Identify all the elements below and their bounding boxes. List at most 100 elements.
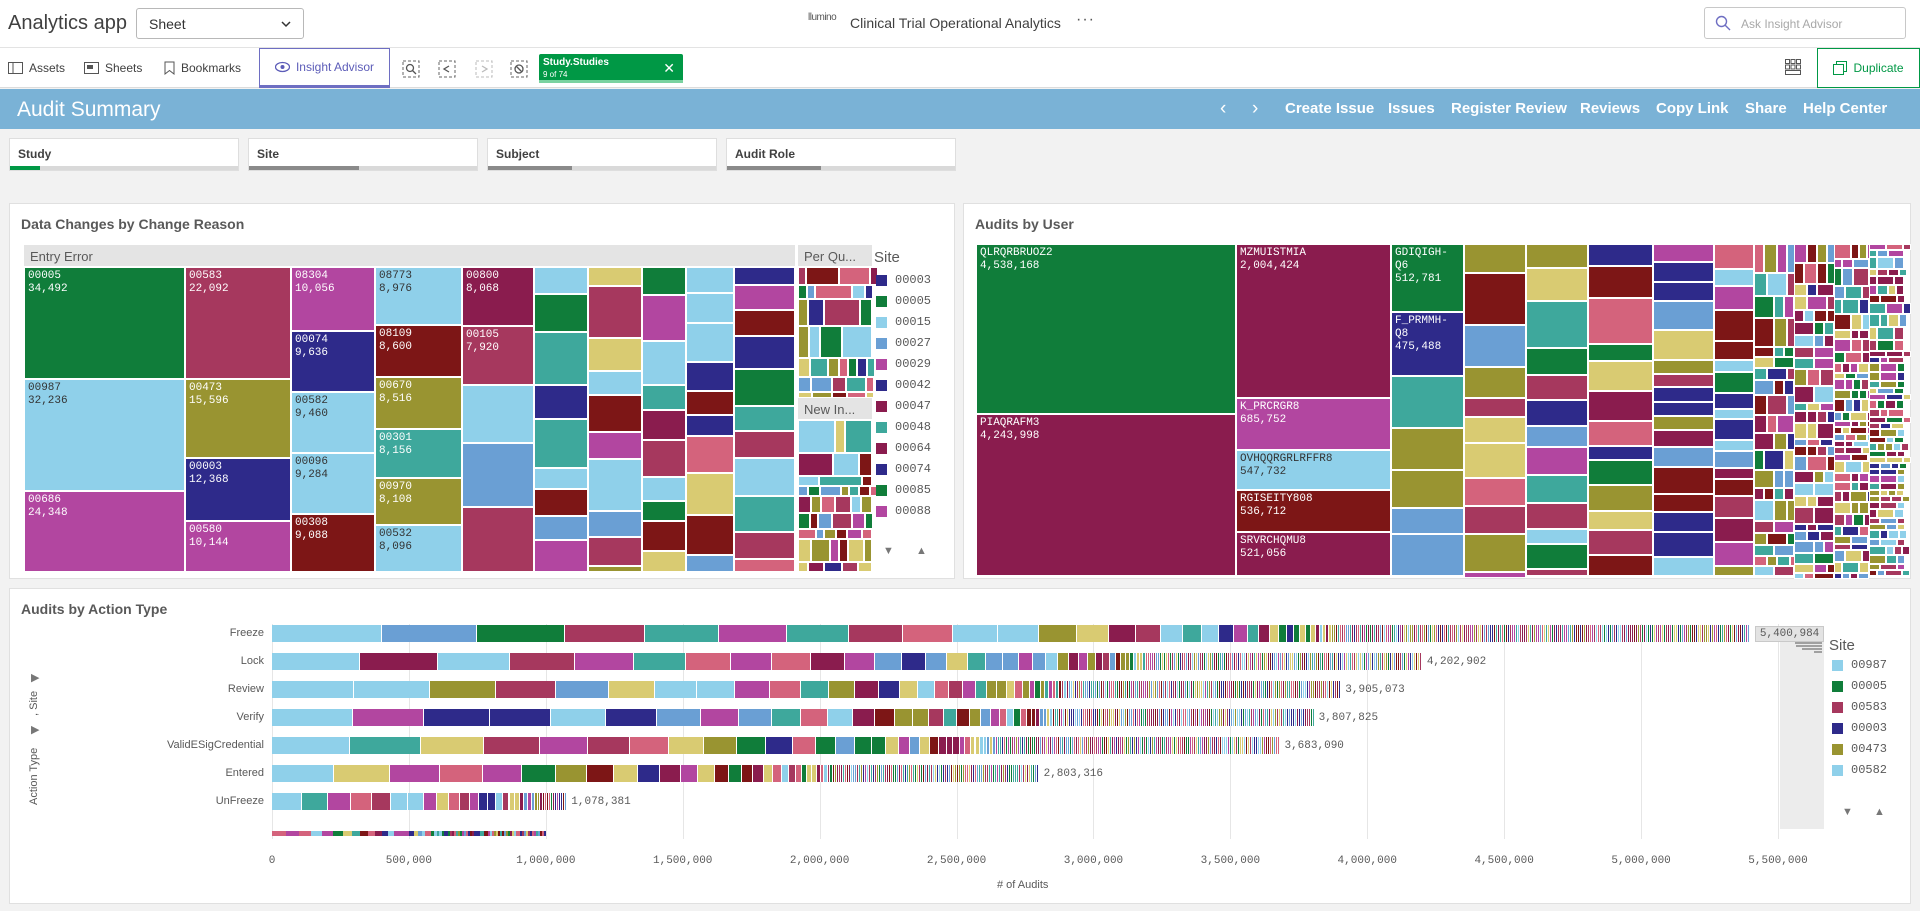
- treemap-cell[interactable]: [806, 267, 839, 285]
- bar-segment[interactable]: [1510, 625, 1513, 642]
- bar-segment[interactable]: [1035, 681, 1041, 698]
- treemap-cell[interactable]: [686, 473, 734, 515]
- bar-segment[interactable]: [1268, 653, 1271, 670]
- bar-segment[interactable]: [992, 765, 995, 782]
- bar-segment[interactable]: [1195, 709, 1198, 726]
- treemap-cell[interactable]: [642, 551, 686, 572]
- treemap-cell[interactable]: [1877, 276, 1894, 285]
- bar-segment[interactable]: [1186, 653, 1189, 670]
- bar-segment[interactable]: [566, 793, 568, 810]
- bar-segment[interactable]: [1516, 625, 1519, 642]
- treemap-cell[interactable]: [1834, 562, 1842, 573]
- bar-segment[interactable]: [564, 793, 567, 810]
- assets-button[interactable]: Assets: [8, 48, 65, 88]
- bar-segment[interactable]: [1191, 709, 1194, 726]
- bar-segment[interactable]: [1300, 681, 1303, 698]
- bar-segment[interactable]: [1158, 681, 1161, 698]
- bar-segment[interactable]: [1236, 681, 1239, 698]
- treemap-cell[interactable]: [1807, 496, 1817, 507]
- bar-segment[interactable]: [773, 765, 782, 782]
- bar-segment[interactable]: [1302, 681, 1305, 698]
- treemap-cell[interactable]: [1784, 296, 1794, 318]
- bar-segment[interactable]: [1114, 681, 1117, 698]
- bar-segment[interactable]: [1148, 653, 1151, 670]
- bar-segment-partial[interactable]: [351, 831, 361, 836]
- bar-segment[interactable]: [736, 737, 767, 754]
- treemap-cell[interactable]: [1754, 357, 1774, 368]
- legend-item[interactable]: 00003: [1832, 721, 1887, 735]
- treemap-cell[interactable]: [1653, 416, 1714, 430]
- bar-segment[interactable]: [954, 765, 957, 782]
- treemap-cell[interactable]: [1859, 244, 1867, 259]
- bar-segment[interactable]: [1032, 765, 1035, 782]
- bar-segment[interactable]: [1398, 625, 1401, 642]
- bar-segment[interactable]: [1036, 737, 1039, 754]
- treemap-cell[interactable]: [1794, 446, 1807, 456]
- bar-segment[interactable]: [476, 625, 565, 642]
- treemap-cell[interactable]: [1807, 456, 1827, 471]
- bar-segment[interactable]: [1187, 709, 1190, 726]
- treemap-cell[interactable]: 00970 8,108: [375, 478, 462, 525]
- bar-segment[interactable]: [1528, 625, 1531, 642]
- treemap-cell[interactable]: QLRQRBRUOZ2 4,538,168: [976, 244, 1236, 414]
- bar-segment[interactable]: [1650, 625, 1653, 642]
- bar-segment[interactable]: [1400, 625, 1403, 642]
- bar-segment[interactable]: [1574, 625, 1577, 642]
- treemap-cell[interactable]: [1903, 457, 1911, 463]
- bar-segment[interactable]: [1276, 681, 1279, 698]
- bar-segment[interactable]: [1109, 709, 1112, 726]
- bar-segment[interactable]: [1210, 681, 1213, 698]
- treemap-cell[interactable]: [1526, 447, 1588, 475]
- bar-segment[interactable]: [1030, 737, 1033, 754]
- bar-segment[interactable]: [1149, 709, 1152, 726]
- bar-segment[interactable]: [1272, 681, 1275, 698]
- bar-segment-partial[interactable]: [507, 831, 510, 836]
- bar-segment[interactable]: [391, 793, 409, 810]
- bar-segment[interactable]: [1418, 625, 1421, 642]
- bar-segment[interactable]: [1722, 625, 1725, 642]
- bar-segment[interactable]: [423, 793, 437, 810]
- treemap-cell[interactable]: [1834, 441, 1845, 447]
- bar-legend-scroll-down-icon[interactable]: ▼: [1842, 806, 1853, 818]
- bar-segment[interactable]: [1068, 737, 1071, 754]
- treemap-cell[interactable]: [1526, 569, 1588, 576]
- bar-segment[interactable]: [1080, 681, 1083, 698]
- treemap-cell[interactable]: [1869, 530, 1880, 539]
- bar-segment-partial[interactable]: [537, 831, 540, 836]
- bar-segment[interactable]: [359, 653, 439, 670]
- bar-segment[interactable]: [1270, 681, 1273, 698]
- bar-segment[interactable]: [990, 709, 1000, 726]
- bar-segment[interactable]: [1279, 709, 1282, 726]
- bar-segment[interactable]: [1376, 653, 1379, 670]
- bar-segment[interactable]: [1295, 709, 1298, 726]
- bar-segment[interactable]: [1263, 709, 1266, 726]
- bar-segment[interactable]: [1332, 681, 1335, 698]
- bar-segment[interactable]: [1176, 737, 1179, 754]
- bar-segment[interactable]: [1732, 625, 1735, 642]
- treemap-cell[interactable]: [1894, 546, 1902, 555]
- treemap-cell[interactable]: [1877, 388, 1894, 394]
- treemap-cell[interactable]: [1814, 564, 1827, 573]
- bar-segment[interactable]: [1218, 681, 1221, 698]
- treemap-cell[interactable]: [1814, 335, 1824, 347]
- treemap-cell[interactable]: [1767, 395, 1787, 415]
- bar-segment[interactable]: [1053, 709, 1056, 726]
- treemap-cell[interactable]: K_PRCRGR8 685,752: [1236, 398, 1391, 450]
- bar-segment[interactable]: [1179, 709, 1182, 726]
- bar-segment[interactable]: [1196, 681, 1199, 698]
- bar-segment[interactable]: [550, 793, 553, 810]
- bar-segment[interactable]: [1114, 737, 1117, 754]
- bar-segment[interactable]: [1120, 681, 1123, 698]
- bar-segment[interactable]: [1311, 625, 1316, 642]
- treemap-cell[interactable]: [1834, 461, 1845, 473]
- bar-segment[interactable]: [1326, 681, 1329, 698]
- bar-segment[interactable]: [1199, 709, 1202, 726]
- treemap-cell[interactable]: [642, 385, 686, 410]
- treemap-cell[interactable]: [1888, 250, 1904, 257]
- bar-segment[interactable]: [1488, 625, 1491, 642]
- bar-segment[interactable]: [1067, 709, 1070, 726]
- bar-segment[interactable]: [1390, 625, 1393, 642]
- treemap-cell[interactable]: [1834, 330, 1851, 339]
- bar-segment[interactable]: [801, 681, 830, 698]
- bar-segment[interactable]: [918, 765, 921, 782]
